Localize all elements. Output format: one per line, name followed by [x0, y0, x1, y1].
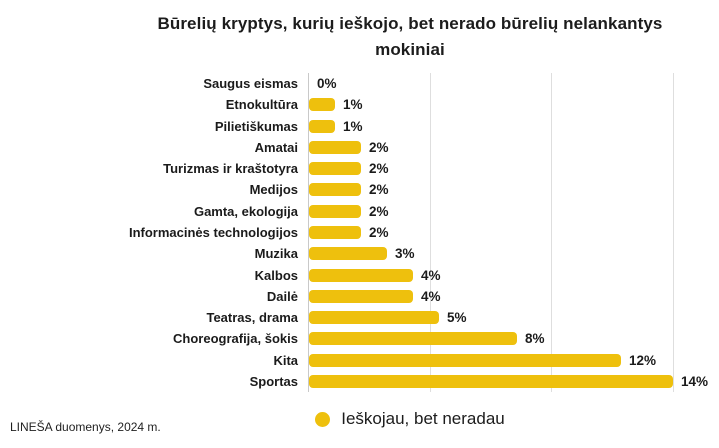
bar: [309, 204, 361, 218]
chart-row: Medijos 2%: [0, 179, 719, 200]
bar: [309, 162, 361, 176]
bar: [309, 140, 361, 154]
value-label: 0%: [317, 76, 337, 92]
value-label: 2%: [369, 182, 389, 198]
category-label: Kalbos: [254, 267, 298, 283]
bar: [309, 289, 413, 303]
chart-row: Gamta, ekologija 2%: [0, 201, 719, 222]
value-label: 1%: [343, 97, 363, 113]
chart-row: Pilietiškumas 1%: [0, 116, 719, 137]
bar: [309, 247, 387, 261]
bar: [309, 225, 361, 239]
chart-row: Saugus eismas 0%: [0, 73, 719, 94]
value-label: 4%: [421, 267, 441, 283]
bar: [309, 374, 673, 388]
legend-swatch-dot-icon: [315, 411, 331, 427]
bar: [309, 183, 361, 197]
chart-row: Amatai 2%: [0, 137, 719, 158]
category-label: Informacinės technologijos: [128, 224, 298, 240]
value-label: 8%: [525, 331, 545, 347]
bar: [309, 332, 517, 346]
bar: [309, 353, 621, 367]
chart-row: Kalbos 4%: [0, 264, 719, 285]
value-label: 3%: [395, 246, 415, 262]
chart-row: Turizmas ir kraštotyra 2%: [0, 158, 719, 179]
value-label: 14%: [681, 373, 709, 389]
value-label: 12%: [629, 352, 657, 368]
category-label: Etnokultūra: [225, 97, 298, 113]
chart-row: Kita 12%: [0, 349, 719, 370]
category-label: Turizmas ir kraštotyra: [163, 161, 298, 177]
gridline: [551, 73, 552, 392]
legend: Ieškojau, bet neradau: [130, 406, 690, 432]
chart-row: Dailė 4%: [0, 286, 719, 307]
category-label: Sportas: [249, 373, 298, 389]
category-label: Amatai: [254, 139, 298, 155]
value-label: 2%: [369, 203, 389, 219]
axis-line: [308, 73, 309, 392]
category-label: Gamta, ekologija: [193, 203, 298, 219]
value-label: 1%: [343, 118, 363, 134]
chart-row: Etnokultūra 1%: [0, 94, 719, 115]
chart-title: Būrelių kryptys, kurių ieškojo, bet nera…: [157, 14, 663, 59]
category-label: Muzika: [254, 246, 298, 262]
chart-row: Sportas 14%: [0, 371, 719, 392]
chart-rows: Saugus eismas 0% Etnokultūra 1% Pilietiškuma…: [0, 73, 719, 392]
bar: [309, 98, 335, 112]
category-label: Pilietiškumas: [214, 118, 298, 134]
value-label: 4%: [421, 288, 441, 304]
category-label: Dailė: [266, 288, 298, 304]
value-label: 2%: [369, 224, 389, 240]
bar: [309, 311, 439, 325]
plot-grid-layer: [308, 73, 674, 392]
value-label: 5%: [447, 310, 467, 326]
category-label: Medijos: [249, 182, 298, 198]
gridline: [430, 73, 431, 392]
category-label: Saugus eismas: [203, 76, 298, 92]
source-note: LINEŠA duomenys, 2024 m.: [10, 420, 161, 434]
value-label: 2%: [369, 161, 389, 177]
chart-row: Informacinės technologijos 2%: [0, 222, 719, 243]
bar: [309, 119, 335, 133]
category-label: Kita: [273, 352, 298, 368]
value-label: 2%: [369, 139, 389, 155]
chart-row: Choreografija, šokis 8%: [0, 328, 719, 349]
category-label: Choreografija, šokis: [173, 331, 298, 347]
bar: [309, 268, 413, 282]
legend-label: Ieškojau, bet neradau: [341, 409, 505, 428]
chart-row: Teatras, drama 5%: [0, 307, 719, 328]
category-label: Teatras, drama: [206, 310, 298, 326]
gridline: [673, 73, 674, 392]
chart-row: Muzika 3%: [0, 243, 719, 264]
